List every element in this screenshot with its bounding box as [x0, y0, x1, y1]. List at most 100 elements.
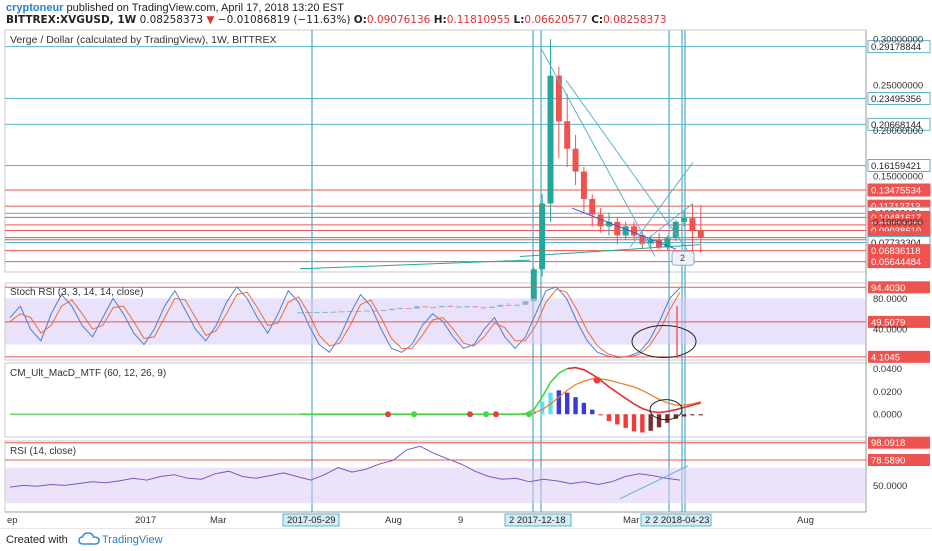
time-axis-label: Mar [623, 515, 639, 526]
pane-macd [4, 362, 867, 438]
price-level-label: 0.29178844 [871, 42, 921, 53]
macd-cross-dot [411, 411, 417, 418]
flag-count: 2 [680, 253, 685, 263]
trendline-blue [571, 207, 677, 250]
macd-hist-bar [573, 397, 578, 415]
price-change: −0.01086819 (−11.63%) [217, 14, 351, 26]
price-level-label: 0.13475534 [871, 185, 921, 196]
macd-hist-bar [623, 414, 628, 428]
price-level-label: 0.05644484 [871, 257, 921, 268]
author-link[interactable]: cryptoneur [6, 2, 64, 14]
macd-line-up [300, 367, 568, 416]
rsi-band [5, 467, 866, 504]
macd-cross-dot [526, 411, 532, 418]
time-axis-label: Aug [385, 515, 402, 526]
time-axis-label: Aug [797, 515, 814, 526]
rsi-level-label: 78.5890 [871, 456, 905, 467]
trendline [540, 48, 656, 257]
stoch-level-label: 94.4030 [871, 283, 905, 294]
high-label: H: [433, 14, 447, 26]
price-level-label: 0.07733304 [871, 238, 921, 249]
stoch-level-tag [868, 281, 930, 294]
macd-hist-bar [615, 414, 620, 425]
time-axis-label: ep [7, 515, 18, 526]
candle-body [664, 238, 671, 248]
rsi-tick-label: 50.0000 [873, 481, 907, 492]
tradingview-cloud-icon [78, 532, 100, 545]
macd-hist-bar [631, 414, 637, 432]
macd-hist-bar [648, 414, 653, 431]
macd-hist-bar [665, 414, 670, 423]
stoch-title: Stoch RSI (3, 3, 14, 14, close) [10, 287, 143, 298]
candle-body [555, 75, 562, 122]
tradingview-brand[interactable]: TradingView [102, 534, 163, 546]
price-level-label: 0.06836118 [871, 246, 921, 257]
stoch-level-tag [868, 315, 930, 328]
annotation-circle [631, 325, 697, 359]
price-level-tag [867, 255, 931, 269]
stoch-level-label: 49.5079 [871, 317, 905, 328]
macd-cross-dot [385, 411, 391, 418]
open-label: O: [353, 14, 367, 26]
candle-body [530, 269, 537, 302]
candle-body [614, 221, 621, 236]
chart-area[interactable]: 2 0.29178844 0.23495356 0.20668144 0.1615942… [0, 28, 932, 528]
price-level-tag [867, 159, 931, 173]
close-label: C: [591, 14, 604, 26]
candle-body [572, 148, 579, 172]
price-level-tag [867, 117, 931, 131]
rsi-trendline [619, 465, 689, 500]
candle-body [639, 235, 646, 244]
candle-body [631, 226, 637, 236]
date-marker-label: 2 2 2018-04-23 [645, 515, 709, 526]
macd-line-down [567, 366, 702, 414]
macd-hist-bar [690, 414, 695, 416]
candle-body [547, 75, 554, 204]
price-level-label: 0.23495356 [871, 94, 921, 105]
date-marker-label: 2 2017-12-18 [509, 515, 566, 526]
candle-body [564, 121, 571, 149]
low-label: L: [513, 14, 525, 26]
macd-hist-bar [581, 402, 587, 415]
macd-cross-dot [493, 411, 499, 418]
candle-body [597, 214, 604, 227]
candle-body [647, 240, 654, 244]
candle-body [672, 221, 679, 239]
last-price: 0.08258373 [139, 14, 204, 26]
macd-hist-bar [590, 409, 595, 415]
price-tick-label: 0.20000000 [873, 126, 923, 137]
price-level-tag [867, 91, 931, 105]
annotation-circle [649, 399, 683, 421]
pane-main [4, 29, 867, 273]
macd-cross-dot [593, 376, 601, 384]
macd-hist-bar [565, 392, 570, 415]
symbol-label: BITTREX:XVGUSD, 1W [6, 14, 137, 26]
macd-hist-bar [556, 390, 562, 415]
price-tick-label: 0.10000000 [873, 217, 923, 228]
price-level-tag [867, 183, 931, 197]
macd-cross-dot [483, 411, 489, 418]
symbol-line: BITTREX:XVGUSD, 1W 0.08258373 ▼ −0.01086… [6, 14, 667, 26]
macd-hist-bar [606, 414, 612, 422]
candle-body [589, 198, 596, 215]
date-marker-tag [282, 513, 340, 527]
macd-title: CM_Ult_MacD_MTF (60, 12, 26, 9) [10, 368, 166, 379]
macd-hist-bar [656, 414, 662, 428]
rsi-line [9, 445, 681, 488]
trendline [639, 203, 694, 245]
stoch-level-label: 4.1045 [871, 352, 900, 363]
candle-body [656, 240, 663, 248]
open-value: 0.09076136 [366, 14, 431, 26]
down-triangle-icon: ▼ [206, 14, 215, 26]
macd-hist-bar [640, 414, 645, 433]
rsi-level-tag [868, 454, 930, 467]
time-axis-label: 9 [458, 515, 463, 526]
date-marker-label: 2017-05-29 [287, 515, 336, 526]
candle-body [689, 218, 696, 231]
candle-body [605, 221, 612, 227]
flag-icon [671, 250, 695, 266]
macd-hist-bar [598, 414, 603, 416]
macd-tick-label: 0.0400 [873, 364, 902, 375]
publish-line: cryptoneur published on TradingView.com,… [6, 2, 344, 14]
price-level-label: 0.16159421 [871, 161, 921, 172]
